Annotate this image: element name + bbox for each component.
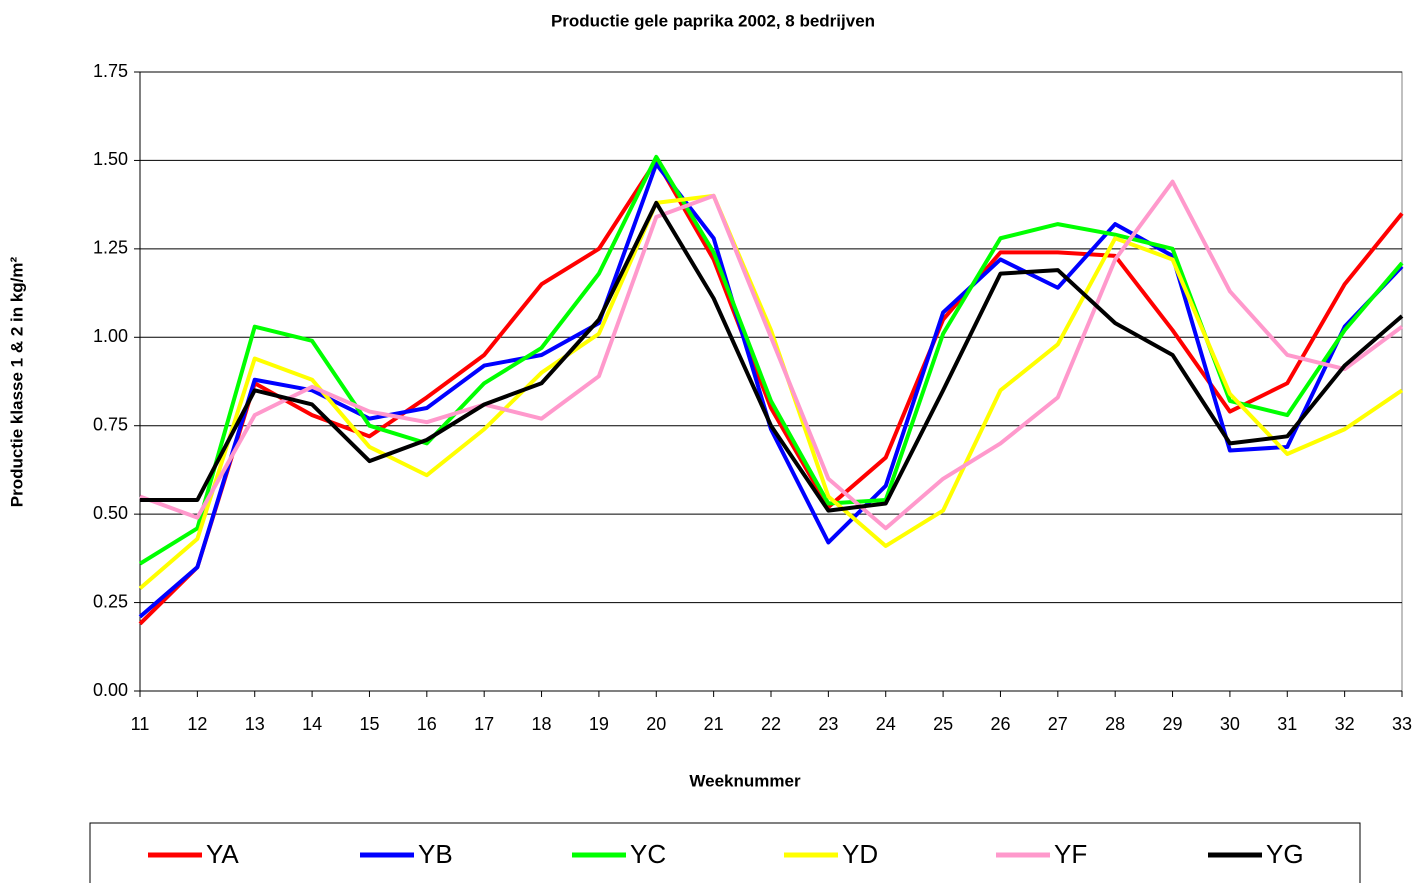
legend-label: YF bbox=[1054, 839, 1087, 869]
legend-label: YC bbox=[630, 839, 666, 869]
x-tick-label: 11 bbox=[131, 714, 150, 734]
x-tick-label: 23 bbox=[818, 714, 838, 734]
x-tick-label: 25 bbox=[933, 714, 953, 734]
x-tick-label: 33 bbox=[1392, 714, 1412, 734]
x-tick-label: 28 bbox=[1105, 714, 1125, 734]
x-tick-label: 27 bbox=[1048, 714, 1068, 734]
series-line bbox=[138, 154, 1404, 566]
x-tick-label: 18 bbox=[532, 714, 552, 734]
legend-box bbox=[89, 822, 1361, 888]
x-tick-label: 21 bbox=[704, 714, 724, 734]
x-tick-label: 17 bbox=[474, 714, 494, 734]
x-tick-label: 31 bbox=[1277, 714, 1297, 734]
x-tick-label: 32 bbox=[1335, 714, 1355, 734]
chart-title: Productie gele paprika 2002, 8 bedrijven bbox=[551, 11, 875, 30]
series-line bbox=[139, 179, 1404, 531]
y-tick-label: 1.25 bbox=[93, 238, 128, 258]
x-tick-label: 15 bbox=[359, 714, 379, 734]
y-axis-label: Productie klasse 1 & 2 in kg/m² bbox=[7, 256, 26, 507]
x-tick-label: 29 bbox=[1163, 714, 1183, 734]
y-tick-label: 0.50 bbox=[93, 503, 128, 523]
y-tick-label: 1.75 bbox=[93, 61, 128, 81]
x-tick-label: 22 bbox=[761, 714, 781, 734]
legend-label: YB bbox=[418, 839, 453, 869]
legend-label: YG bbox=[1266, 839, 1304, 869]
x-axis-label: Weeknummer bbox=[689, 771, 801, 790]
series-line bbox=[140, 200, 1404, 513]
x-tick-label: 19 bbox=[589, 714, 609, 734]
x-tick-label: 20 bbox=[646, 714, 666, 734]
series-line bbox=[138, 161, 1404, 619]
x-tick-label: 16 bbox=[417, 714, 437, 734]
y-tick-label: 0.75 bbox=[93, 414, 128, 434]
y-tick-label: 1.50 bbox=[93, 149, 128, 169]
plot-area bbox=[139, 71, 1403, 692]
x-tick-label: 14 bbox=[302, 714, 322, 734]
y-tick-label: 1.00 bbox=[93, 326, 128, 346]
x-tick-label: 13 bbox=[245, 714, 265, 734]
x-tick-label: 26 bbox=[990, 714, 1010, 734]
x-tick-label: 24 bbox=[876, 714, 896, 734]
y-tick-label: 0.25 bbox=[93, 591, 128, 611]
legend-label: YA bbox=[206, 839, 239, 869]
y-tick-label: 0.00 bbox=[93, 680, 128, 700]
series-line bbox=[138, 193, 1404, 590]
legend-label: YD bbox=[842, 839, 878, 869]
x-tick-label: 12 bbox=[187, 714, 207, 734]
x-tick-label: 30 bbox=[1220, 714, 1240, 734]
series-line bbox=[138, 158, 1404, 626]
